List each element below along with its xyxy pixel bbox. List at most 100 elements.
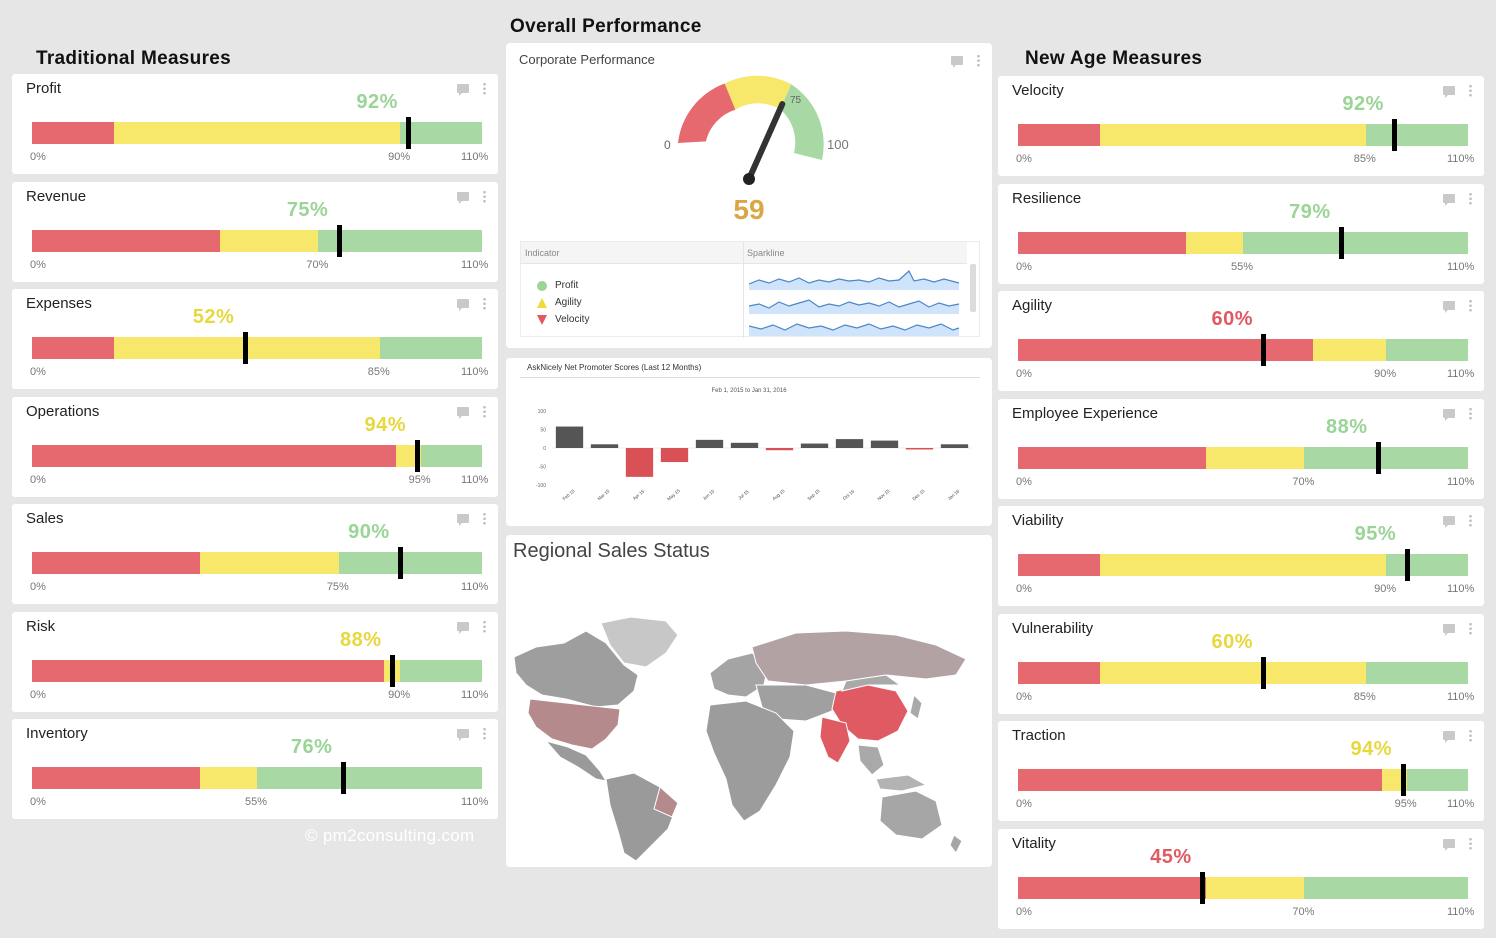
kpi-bar [32, 439, 482, 472]
x-tick-label: May 15 [666, 488, 681, 502]
watermark: © pm2consulting.com [305, 826, 475, 845]
sparkline-agility [749, 299, 960, 309]
bar-yellow-segment [1099, 124, 1366, 146]
comment-icon[interactable] [1443, 838, 1455, 851]
kpi-card-inventory[interactable]: Inventory 76% 0% 55% 110% [12, 719, 498, 819]
more-options-icon[interactable] [977, 54, 980, 67]
nps-bar[interactable] [765, 448, 794, 451]
comment-icon[interactable] [1443, 86, 1455, 98]
kpi-title: Risk [26, 617, 56, 635]
comment-icon[interactable] [457, 191, 469, 204]
bar-green-segment [1304, 876, 1468, 899]
kpi-percentage: 92% [356, 91, 398, 113]
more-options-icon[interactable] [1469, 514, 1472, 527]
kpi-card-revenue[interactable]: Revenue 75% 0% 70% 110% [12, 181, 498, 282]
kpi-title: Velocity [1012, 82, 1064, 99]
comment-icon[interactable] [1443, 408, 1455, 421]
axis-threshold-label: 95% [1394, 798, 1417, 810]
bar-red-segment [32, 552, 200, 574]
map-usa[interactable] [527, 698, 621, 750]
nps-bar[interactable] [800, 443, 829, 448]
kpi-card-viability[interactable]: Viability 95% 0% 90% 110% [998, 506, 1484, 606]
axis-max-label: 110% [461, 688, 489, 701]
nps-bar[interactable] [870, 440, 899, 448]
table-scrollbar[interactable] [970, 264, 976, 312]
more-options-icon[interactable] [483, 727, 486, 740]
comment-icon[interactable] [457, 299, 469, 311]
indicator-label: Profit [555, 280, 579, 291]
nps-bar[interactable] [590, 444, 619, 448]
comment-icon[interactable] [457, 729, 469, 741]
kpi-card-resilience[interactable]: Resilience 79% 0% 55% 110% [998, 183, 1484, 284]
more-options-icon[interactable] [1469, 729, 1472, 742]
kpi-card-expenses[interactable]: Expenses 52% 0% 85% 110% [12, 289, 498, 389]
comment-icon[interactable] [1443, 623, 1455, 636]
kpi-percentage: 90% [348, 521, 390, 543]
comment-icon[interactable] [457, 621, 469, 634]
nps-title-rule [520, 377, 980, 378]
comment-icon[interactable] [951, 56, 963, 68]
nps-chart-title: AskNicely Net Promoter Scores (Last 12 M… [527, 363, 702, 372]
gauge-value: 59 [733, 194, 764, 225]
kpi-card-traction[interactable]: Traction 94% 0% 95% 110% [998, 721, 1484, 821]
more-options-icon[interactable] [1469, 191, 1472, 205]
more-options-icon[interactable] [1469, 621, 1472, 635]
comment-icon[interactable] [457, 84, 469, 96]
kpi-tools [457, 727, 486, 741]
kpi-card-vulnerability[interactable]: Vulnerability 60% 0% 85% 110% [998, 613, 1484, 714]
kpi-tools [1443, 836, 1472, 851]
comment-icon[interactable] [1443, 301, 1455, 313]
bar-green-segment [379, 337, 482, 359]
more-options-icon[interactable] [483, 82, 486, 95]
kpi-title: Profit [26, 80, 62, 97]
more-options-icon[interactable] [1469, 299, 1472, 312]
kpi-card-employee-experience[interactable]: Employee Experience 88% 0% 70% 110% [998, 398, 1484, 499]
comment-icon[interactable] [1443, 731, 1455, 743]
map-india[interactable] [819, 716, 851, 764]
comment-icon[interactable] [1443, 516, 1455, 528]
kpi-card-vitality[interactable]: Vitality 45% 0% 70% 110% [998, 828, 1484, 929]
nps-bar[interactable] [905, 448, 934, 450]
more-options-icon[interactable] [483, 619, 486, 633]
kpi-percentage: 45% [1150, 845, 1192, 868]
kpi-card-profit[interactable]: Profit 92% 0% 90% 110% [12, 74, 498, 174]
bar-green-segment [1386, 339, 1468, 361]
nps-bar[interactable] [940, 444, 969, 448]
more-options-icon[interactable] [483, 189, 486, 203]
comment-icon[interactable] [457, 514, 469, 526]
bar-green-segment [1406, 769, 1468, 791]
kpi-card-risk[interactable]: Risk 88% 0% 90% 110% [12, 611, 498, 712]
bar-yellow-segment [1099, 554, 1387, 576]
kpi-bar [1018, 656, 1468, 689]
kpi-bar [32, 547, 482, 579]
nps-bar[interactable] [695, 439, 724, 448]
indicator-header: Indicator [525, 248, 560, 258]
axis-max-label: 110% [1447, 798, 1475, 810]
nps-bar[interactable] [835, 439, 864, 448]
nps-bar[interactable] [555, 426, 584, 448]
more-options-icon[interactable] [483, 297, 486, 310]
more-options-icon[interactable] [483, 512, 486, 525]
nps-bar[interactable] [660, 448, 689, 463]
kpi-tools [457, 82, 486, 96]
more-options-icon[interactable] [1469, 406, 1472, 420]
kpi-card-sales[interactable]: Sales 90% 0% 75% 110% [12, 504, 498, 604]
kpi-card-agility[interactable]: Agility 60% 0% 90% 110% [998, 291, 1484, 391]
kpi-tools [457, 189, 486, 204]
nps-bar[interactable] [625, 448, 654, 477]
more-options-icon[interactable] [1469, 836, 1472, 850]
kpi-card-velocity[interactable]: Velocity 92% 0% 85% 110% [998, 76, 1484, 176]
comment-icon[interactable] [1443, 193, 1455, 206]
kpi-percentage: 79% [1289, 200, 1331, 223]
more-options-icon[interactable] [483, 404, 486, 418]
indicator-table-header [521, 242, 967, 264]
kpi-tools [1443, 191, 1472, 206]
x-tick-label: Jul 15 [737, 489, 750, 501]
kpi-card-operations[interactable]: Operations 94% 0% 95% 110% [12, 396, 498, 497]
bar-yellow-segment [1206, 876, 1305, 899]
more-options-icon[interactable] [1469, 84, 1472, 97]
bar-yellow-segment [1206, 446, 1305, 469]
map-china[interactable] [831, 684, 909, 742]
comment-icon[interactable] [457, 406, 469, 419]
nps-bar[interactable] [730, 442, 759, 448]
